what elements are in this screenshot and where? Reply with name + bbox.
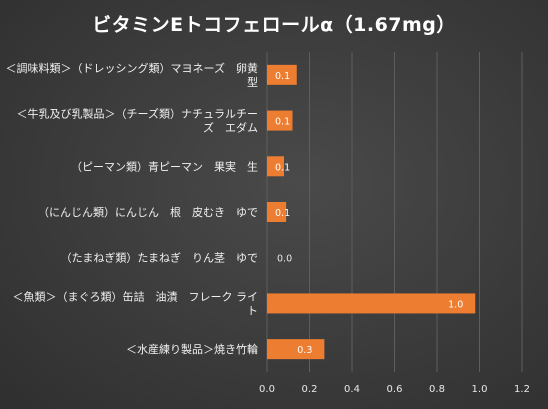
x-tick-label: 0.0 — [259, 384, 275, 395]
bar — [267, 156, 284, 177]
data-label: 0.1 — [275, 71, 290, 82]
category-label: ＜調味料類＞（ドレッシング類）マヨネーズ 卵黄 — [6, 61, 258, 75]
bar — [267, 110, 293, 131]
category-label: （ピーマン類）青ピーマン 果実 生 — [71, 159, 258, 173]
x-tick-label: 1.0 — [472, 384, 488, 395]
bar — [267, 293, 476, 314]
category-label: ＜魚類＞（まぐろ類）缶詰 油漬 フレーク ライ — [13, 289, 259, 303]
data-label: 0.1 — [275, 117, 290, 128]
data-label: 0.3 — [297, 345, 312, 356]
bar — [267, 64, 297, 85]
data-label: 1.0 — [448, 299, 463, 310]
x-tick-label: 0.8 — [429, 384, 445, 395]
x-tick-label: 0.4 — [344, 384, 360, 395]
category-label: 型 — [247, 75, 258, 89]
data-label: 0.1 — [275, 162, 290, 173]
category-label: ト — [247, 304, 258, 317]
x-tick-label: 0.6 — [387, 384, 403, 395]
bar — [267, 202, 287, 222]
chart-title: ビタミンEトコフェロールα（1.67mg） — [92, 14, 456, 36]
category-label: ＜牛乳及び乳製品＞（チーズ類）ナチュラルチー — [17, 107, 258, 121]
category-label: （たまねぎ類）たまねぎ りん茎 ゆで — [61, 251, 258, 265]
category-label: （にんじん類）にんじん 根 皮むき ゆで — [38, 205, 258, 219]
category-label: ＜水産練り製品＞焼き竹輪 — [126, 342, 258, 356]
category-label: ズ エダム — [203, 121, 258, 135]
bar — [267, 339, 325, 360]
x-tick-label: 0.2 — [302, 384, 318, 395]
x-tick-label: 1.2 — [514, 384, 530, 395]
data-label: 0.1 — [275, 208, 290, 219]
data-label: 0.0 — [277, 254, 292, 265]
